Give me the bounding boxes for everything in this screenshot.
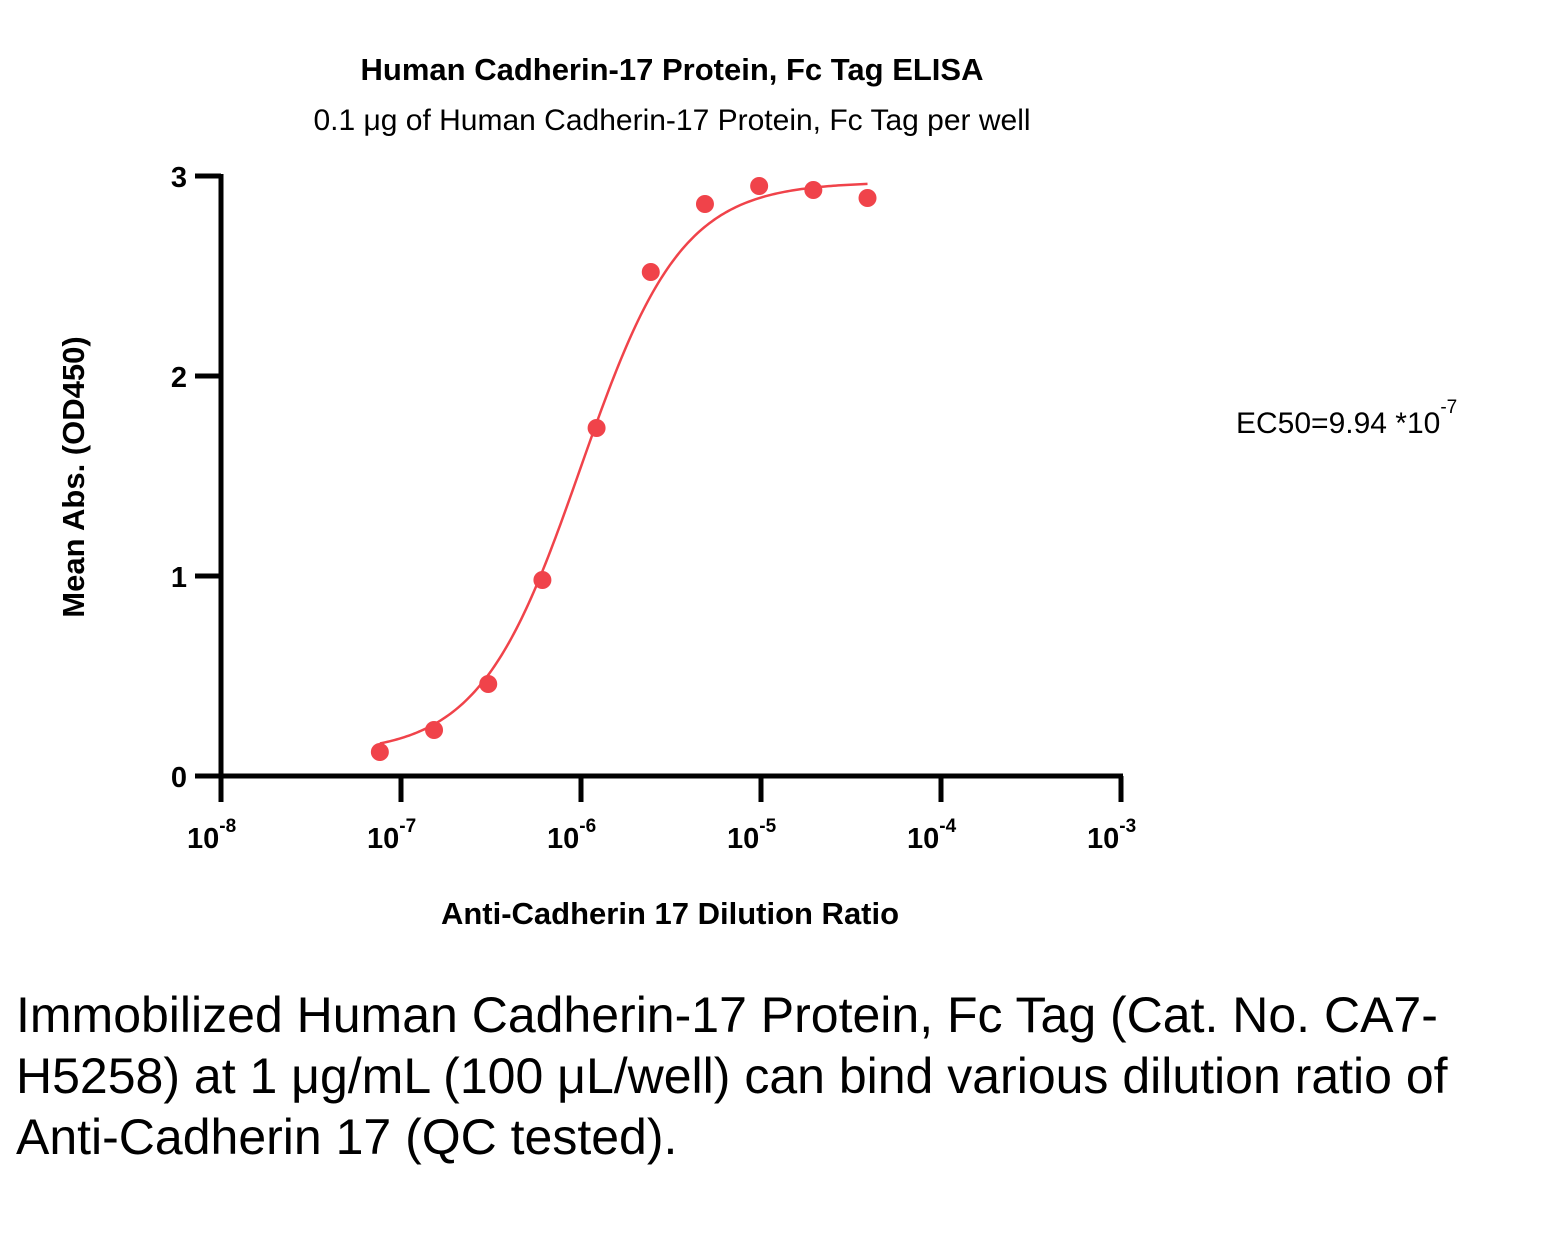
ec50-text: EC50=9.94 *10 <box>1236 407 1440 440</box>
data-marks <box>370 177 877 761</box>
x-tick-label: 10-4 <box>907 816 957 855</box>
y-tick-label: 2 <box>171 362 187 394</box>
caption-text: Immobilized Human Cadherin-17 Protein, F… <box>16 987 1448 1165</box>
data-point <box>370 743 389 761</box>
y-axis-title: Mean Abs. (OD450) <box>56 336 91 617</box>
x-tick-base: 10 <box>727 823 759 855</box>
data-point <box>858 189 877 207</box>
x-tick-base: 10 <box>907 823 939 855</box>
x-tick-label: 10-7 <box>367 816 416 855</box>
elisa-chart: Human Cadherin-17 Protein, Fc Tag ELISA … <box>56 52 1457 931</box>
data-point <box>750 177 769 195</box>
x-axis-title: Anti-Cadherin 17 Dilution Ratio <box>441 896 899 931</box>
x-tick-label: 10-5 <box>727 816 777 855</box>
ec50-exponent: -7 <box>1440 397 1457 418</box>
fit-curve <box>379 182 868 745</box>
data-point <box>479 675 498 693</box>
data-point <box>804 181 823 199</box>
y-tick-label: 3 <box>171 162 187 194</box>
chart-title: Human Cadherin-17 Protein, Fc Tag ELISA <box>361 52 984 87</box>
x-tick-label: 10-8 <box>187 816 236 855</box>
x-tick-exponent: -6 <box>579 816 596 837</box>
x-tick-base: 10 <box>1087 823 1119 855</box>
data-point <box>587 419 606 437</box>
data-point <box>425 721 444 739</box>
y-tick-label: 0 <box>171 762 187 794</box>
chart-subtitle: 0.1 μg of Human Cadherin-17 Protein, Fc … <box>313 104 1030 137</box>
x-tick-exponent: -4 <box>939 816 956 837</box>
data-point <box>641 263 660 281</box>
y-tick-label: 1 <box>171 562 187 594</box>
x-tick-label: 10-3 <box>1087 816 1136 855</box>
ec50-annotation: EC50=9.94 *10-7 <box>1236 397 1457 440</box>
x-tick-exponent: -7 <box>399 816 416 837</box>
x-tick-base: 10 <box>187 823 219 855</box>
data-point <box>695 195 714 213</box>
x-tick-exponent: -5 <box>759 816 776 837</box>
data-point <box>533 571 552 589</box>
x-tick-label: 10-6 <box>547 816 596 855</box>
x-tick-exponent: -3 <box>1119 816 1136 837</box>
x-tick-base: 10 <box>367 823 399 855</box>
x-tick-exponent: -8 <box>219 816 236 837</box>
x-tick-base: 10 <box>547 823 579 855</box>
